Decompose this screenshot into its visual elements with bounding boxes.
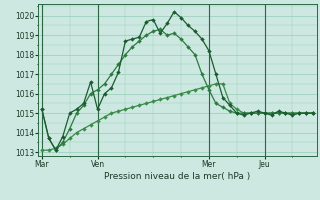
X-axis label: Pression niveau de la mer( hPa ): Pression niveau de la mer( hPa ) <box>104 172 251 181</box>
